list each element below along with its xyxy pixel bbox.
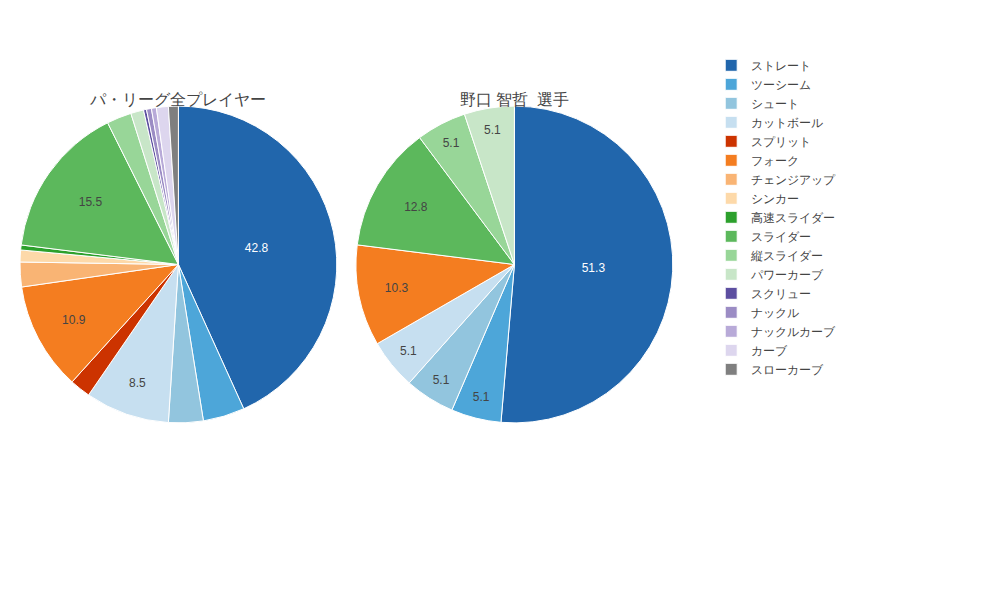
svg-text:フォーク: フォーク [751,154,799,168]
svg-text:野口 智哲 選手: 野口 智哲 選手 [460,91,569,108]
svg-text:高速スライダー: 高速スライダー [751,211,835,225]
svg-text:ストレート: ストレート [751,59,811,73]
svg-text:10.9: 10.9 [62,313,86,327]
svg-text:チェンジアップ: チェンジアップ [751,173,836,187]
svg-text:カーブ: カーブ [751,344,788,358]
svg-text:パワーカーブ: パワーカーブ [750,268,824,282]
svg-text:ツーシーム: ツーシーム [751,78,811,92]
svg-text:10.3: 10.3 [385,281,409,295]
svg-text:5.1: 5.1 [484,123,501,137]
svg-text:5.1: 5.1 [473,390,490,404]
svg-text:シュート: シュート [751,97,799,111]
svg-text:縦スライダー: 縦スライダー [750,249,823,263]
svg-text:ナックルカーブ: ナックルカーブ [751,325,836,339]
svg-text:5.1: 5.1 [443,136,460,150]
svg-text:5.1: 5.1 [400,344,417,358]
svg-text:スローカーブ: スローカーブ [751,363,824,377]
svg-text:8.5: 8.5 [129,376,146,390]
svg-text:ナックル: ナックル [751,306,799,320]
svg-text:15.5: 15.5 [79,195,103,209]
svg-text:12.8: 12.8 [404,200,428,214]
svg-text:51.3: 51.3 [582,261,606,275]
svg-text:パ・リーグ全プレイヤー: パ・リーグ全プレイヤー [89,91,266,108]
svg-text:スライダー: スライダー [751,230,811,244]
svg-text:スプリット: スプリット [751,135,811,149]
svg-text:シンカー: シンカー [751,192,799,206]
svg-text:5.1: 5.1 [433,373,450,387]
svg-text:カットボール: カットボール [751,116,823,130]
svg-text:42.8: 42.8 [245,241,269,255]
svg-text:スクリュー: スクリュー [751,287,811,301]
